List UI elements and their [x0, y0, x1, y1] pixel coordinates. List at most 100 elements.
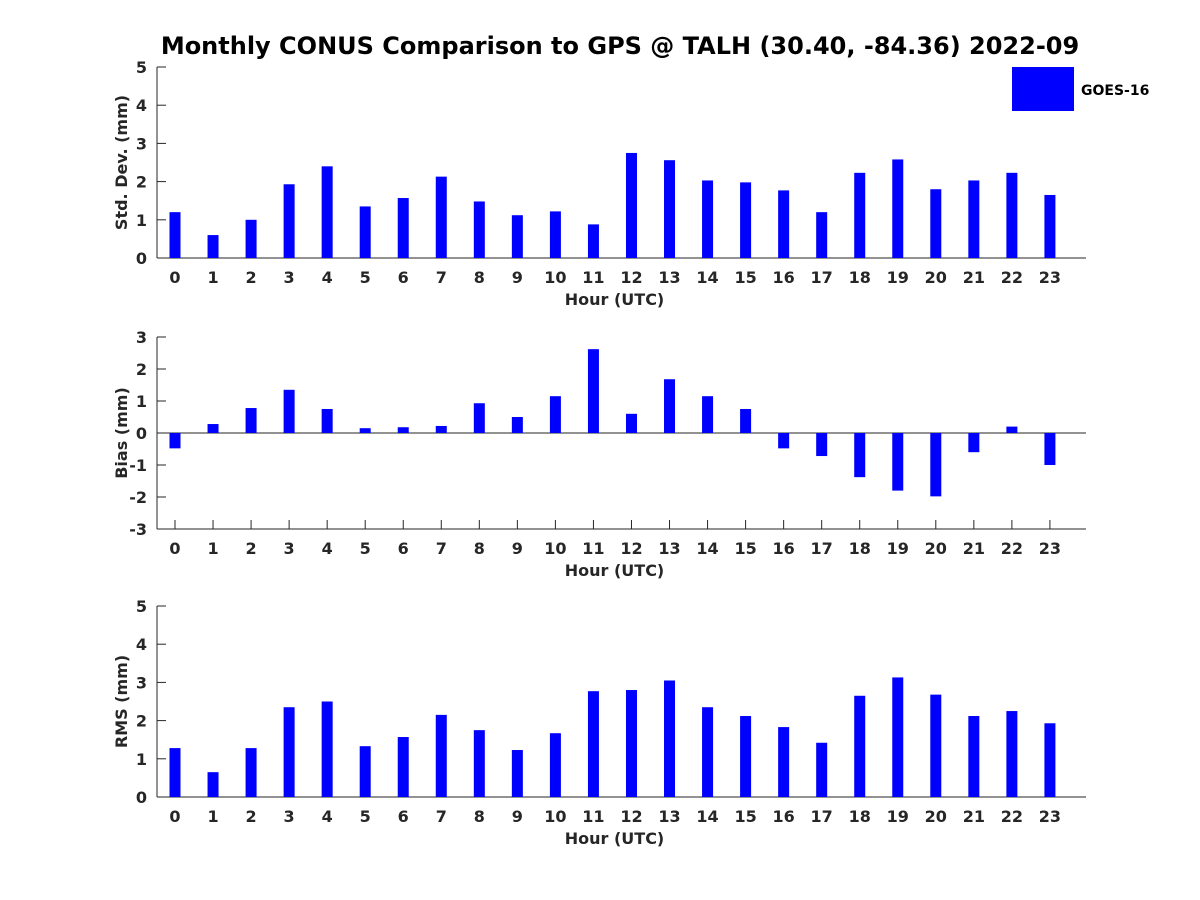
bar	[816, 212, 828, 258]
x-tick-label: 5	[360, 807, 371, 826]
bar	[854, 433, 866, 478]
x-tick-label: 10	[544, 268, 566, 287]
x-tick-label: 7	[436, 268, 447, 287]
x-tick-label: 19	[887, 268, 909, 287]
bar	[854, 172, 866, 258]
bar	[397, 737, 409, 797]
x-tick-label: 18	[849, 539, 871, 558]
bar	[283, 389, 295, 433]
y-tick-label: -2	[129, 488, 147, 507]
y-tick-label: 4	[136, 96, 147, 115]
x-tick-label: 9	[512, 268, 523, 287]
x-tick-label: 22	[1001, 268, 1023, 287]
y-tick-label: 2	[136, 173, 147, 192]
x-tick-label: 4	[322, 807, 333, 826]
bar	[625, 413, 637, 433]
bar	[283, 707, 295, 797]
bar	[359, 746, 371, 797]
y-axis-label: Std. Dev. (mm)	[112, 95, 131, 230]
bar	[702, 707, 714, 797]
x-tick-label: 23	[1039, 268, 1061, 287]
bar	[968, 180, 980, 258]
bar	[1006, 426, 1018, 433]
x-tick-label: 23	[1039, 807, 1061, 826]
x-tick-label: 16	[773, 807, 795, 826]
x-tick-label: 2	[246, 539, 257, 558]
x-axis-label: Hour (UTC)	[565, 829, 665, 848]
x-tick-label: 17	[811, 539, 833, 558]
bar	[207, 235, 219, 258]
y-tick-label: 3	[136, 134, 147, 153]
x-tick-label: 20	[925, 539, 947, 558]
x-tick-label: 21	[963, 807, 985, 826]
y-axis-label: Bias (mm)	[112, 387, 131, 479]
y-tick-label: 1	[136, 211, 147, 230]
bar	[892, 433, 904, 491]
x-tick-label: 7	[436, 807, 447, 826]
x-tick-label: 22	[1001, 539, 1023, 558]
x-tick-label: 18	[849, 807, 871, 826]
bar	[892, 677, 904, 797]
x-tick-label: 3	[284, 807, 295, 826]
x-tick-label: 3	[284, 539, 295, 558]
bar	[816, 742, 828, 797]
x-tick-label: 18	[849, 268, 871, 287]
bar	[473, 403, 485, 433]
bar	[549, 396, 561, 433]
x-tick-label: 17	[811, 268, 833, 287]
x-tick-label: 22	[1001, 807, 1023, 826]
x-tick-label: 0	[169, 268, 180, 287]
bar	[968, 716, 980, 797]
x-tick-label: 0	[169, 807, 180, 826]
x-tick-label: 19	[887, 807, 909, 826]
x-tick-label: 0	[169, 539, 180, 558]
x-tick-label: 10	[544, 807, 566, 826]
bar	[511, 215, 523, 258]
bar	[778, 433, 790, 449]
bar	[397, 198, 409, 258]
x-tick-label: 14	[696, 539, 718, 558]
bar	[1044, 723, 1056, 797]
x-tick-label: 13	[658, 539, 680, 558]
bar	[321, 166, 333, 258]
y-axis-label: RMS (mm)	[112, 655, 131, 748]
bar	[169, 212, 181, 258]
bar	[664, 680, 676, 797]
x-tick-label: 11	[582, 539, 604, 558]
bar	[245, 219, 257, 258]
y-tick-label: 0	[136, 249, 147, 268]
bar	[930, 433, 942, 497]
x-tick-label: 19	[887, 539, 909, 558]
bar	[587, 349, 599, 433]
x-tick-label: 1	[207, 807, 218, 826]
y-tick-label: 0	[136, 788, 147, 807]
bar	[473, 201, 485, 258]
y-tick-label: 5	[136, 597, 147, 616]
x-tick-label: 23	[1039, 539, 1061, 558]
bar	[511, 750, 523, 797]
x-tick-label: 9	[512, 807, 523, 826]
x-tick-label: 14	[696, 268, 718, 287]
x-tick-label: 6	[398, 807, 409, 826]
x-tick-label: 5	[360, 539, 371, 558]
bar	[702, 396, 714, 433]
bar	[435, 176, 447, 258]
y-tick-label: 1	[136, 392, 147, 411]
bar	[778, 190, 790, 258]
x-tick-label: 1	[207, 539, 218, 558]
bar	[778, 727, 790, 797]
x-tick-label: 14	[696, 807, 718, 826]
x-tick-label: 11	[582, 268, 604, 287]
bar	[435, 714, 447, 797]
x-axis-label: Hour (UTC)	[565, 561, 665, 580]
x-tick-label: 4	[322, 268, 333, 287]
bar	[892, 159, 904, 258]
x-tick-label: 16	[773, 539, 795, 558]
x-tick-label: 16	[773, 268, 795, 287]
bar	[549, 211, 561, 258]
x-tick-label: 13	[658, 807, 680, 826]
bar	[664, 160, 676, 258]
